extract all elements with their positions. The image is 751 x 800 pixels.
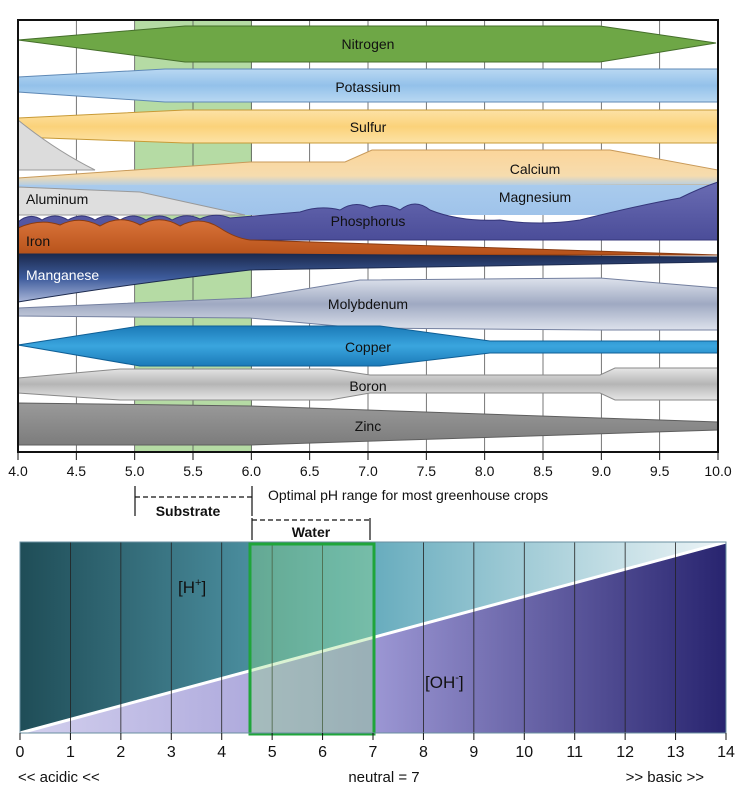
top-axis-tick-label: 6.0: [242, 463, 262, 479]
neutral-label: neutral = 7: [348, 769, 419, 786]
label-molybdenum: Molybdenum: [328, 296, 408, 312]
bottom-axis-tick-label: 4: [217, 744, 226, 761]
bottom-axis-tick-label: 6: [318, 744, 327, 761]
top-axis-tick-label: 9.0: [592, 463, 612, 479]
acidic-label: << acidic <<: [18, 769, 100, 786]
bottom-axis-tick-label: 2: [116, 744, 125, 761]
top-axis-tick-label: 5.0: [125, 463, 145, 479]
nutrient-band-aluminum-upper: [17, 118, 96, 171]
ph-scale-diagram: [H+] [OH-]: [19, 540, 727, 736]
bottom-ph-axis: 0 1 2 3 4 5 6 7 8 9 10 11 12 13 14: [16, 733, 735, 761]
nutrient-band-iron: [17, 219, 719, 256]
label-copper: Copper: [345, 339, 391, 355]
bottom-axis-tick-label: 13: [667, 744, 685, 761]
bottom-axis-tick-label: 10: [515, 744, 533, 761]
bottom-axis-tick-label: 1: [66, 744, 75, 761]
bottom-axis-tick-label: 11: [566, 744, 583, 761]
bottom-axis-tick-label: 14: [717, 744, 735, 761]
top-axis-tick-label: 8.0: [475, 463, 495, 479]
basic-label: >> basic >>: [626, 769, 705, 786]
label-phosphorus: Phosphorus: [331, 213, 406, 229]
top-axis-tick-label: 9.5: [650, 463, 670, 479]
top-axis-tick-label: 5.5: [183, 463, 203, 479]
optimal-range-annotation: Substrate Water Optimal pH range for mos…: [134, 486, 548, 540]
label-potassium: Potassium: [335, 79, 400, 95]
nutrient-availability-chart: Nitrogen Potassium Sulfur Calcium Alumin…: [17, 19, 719, 453]
top-axis-tick-label: 7.0: [358, 463, 378, 479]
label-iron: Iron: [26, 233, 50, 249]
label-nitrogen: Nitrogen: [342, 36, 395, 52]
top-axis-tick-label: 4.0: [8, 463, 28, 479]
label-manganese: Manganese: [26, 267, 99, 283]
bottom-axis-tick-label: 12: [616, 744, 634, 761]
h-ion-label: [H+]: [178, 577, 206, 597]
substrate-label: Substrate: [156, 503, 221, 519]
label-aluminum: Aluminum: [26, 191, 88, 207]
label-sulfur: Sulfur: [350, 119, 387, 135]
top-ph-axis: 4.0 4.5 5.0 5.5 6.0 6.5 7.0 7.5 8.0 8.5 9.0 9.5 10.0: [8, 452, 732, 479]
top-axis-tick-label: 10.0: [704, 463, 731, 479]
top-axis-tick-label: 6.5: [300, 463, 320, 479]
bottom-axis-tick-label: 8: [419, 744, 428, 761]
bottom-axis-tick-label: 9: [469, 744, 478, 761]
water-label: Water: [292, 524, 331, 540]
water-highlight-fill: [250, 544, 374, 734]
bottom-axis-tick-label: 0: [16, 744, 25, 761]
bottom-axis-tick-label: 7: [369, 744, 378, 761]
optimal-range-label: Optimal pH range for most greenhouse cro…: [268, 487, 548, 503]
label-boron: Boron: [349, 378, 386, 394]
bottom-axis-tick-label: 3: [167, 744, 176, 761]
label-magnesium: Magnesium: [499, 189, 571, 205]
nutrient-band-nitrogen: [17, 25, 717, 63]
top-axis-tick-label: 4.5: [67, 463, 87, 479]
water-highlight-box: [248, 542, 376, 736]
top-axis-tick-label: 8.5: [533, 463, 553, 479]
oh-ion-label: [OH-]: [425, 672, 464, 692]
label-calcium: Calcium: [510, 161, 561, 177]
top-axis-tick-label: 7.5: [417, 463, 437, 479]
nutrient-band-manganese: [17, 253, 719, 303]
bottom-axis-tick-label: 5: [268, 744, 277, 761]
label-zinc: Zinc: [355, 418, 381, 434]
